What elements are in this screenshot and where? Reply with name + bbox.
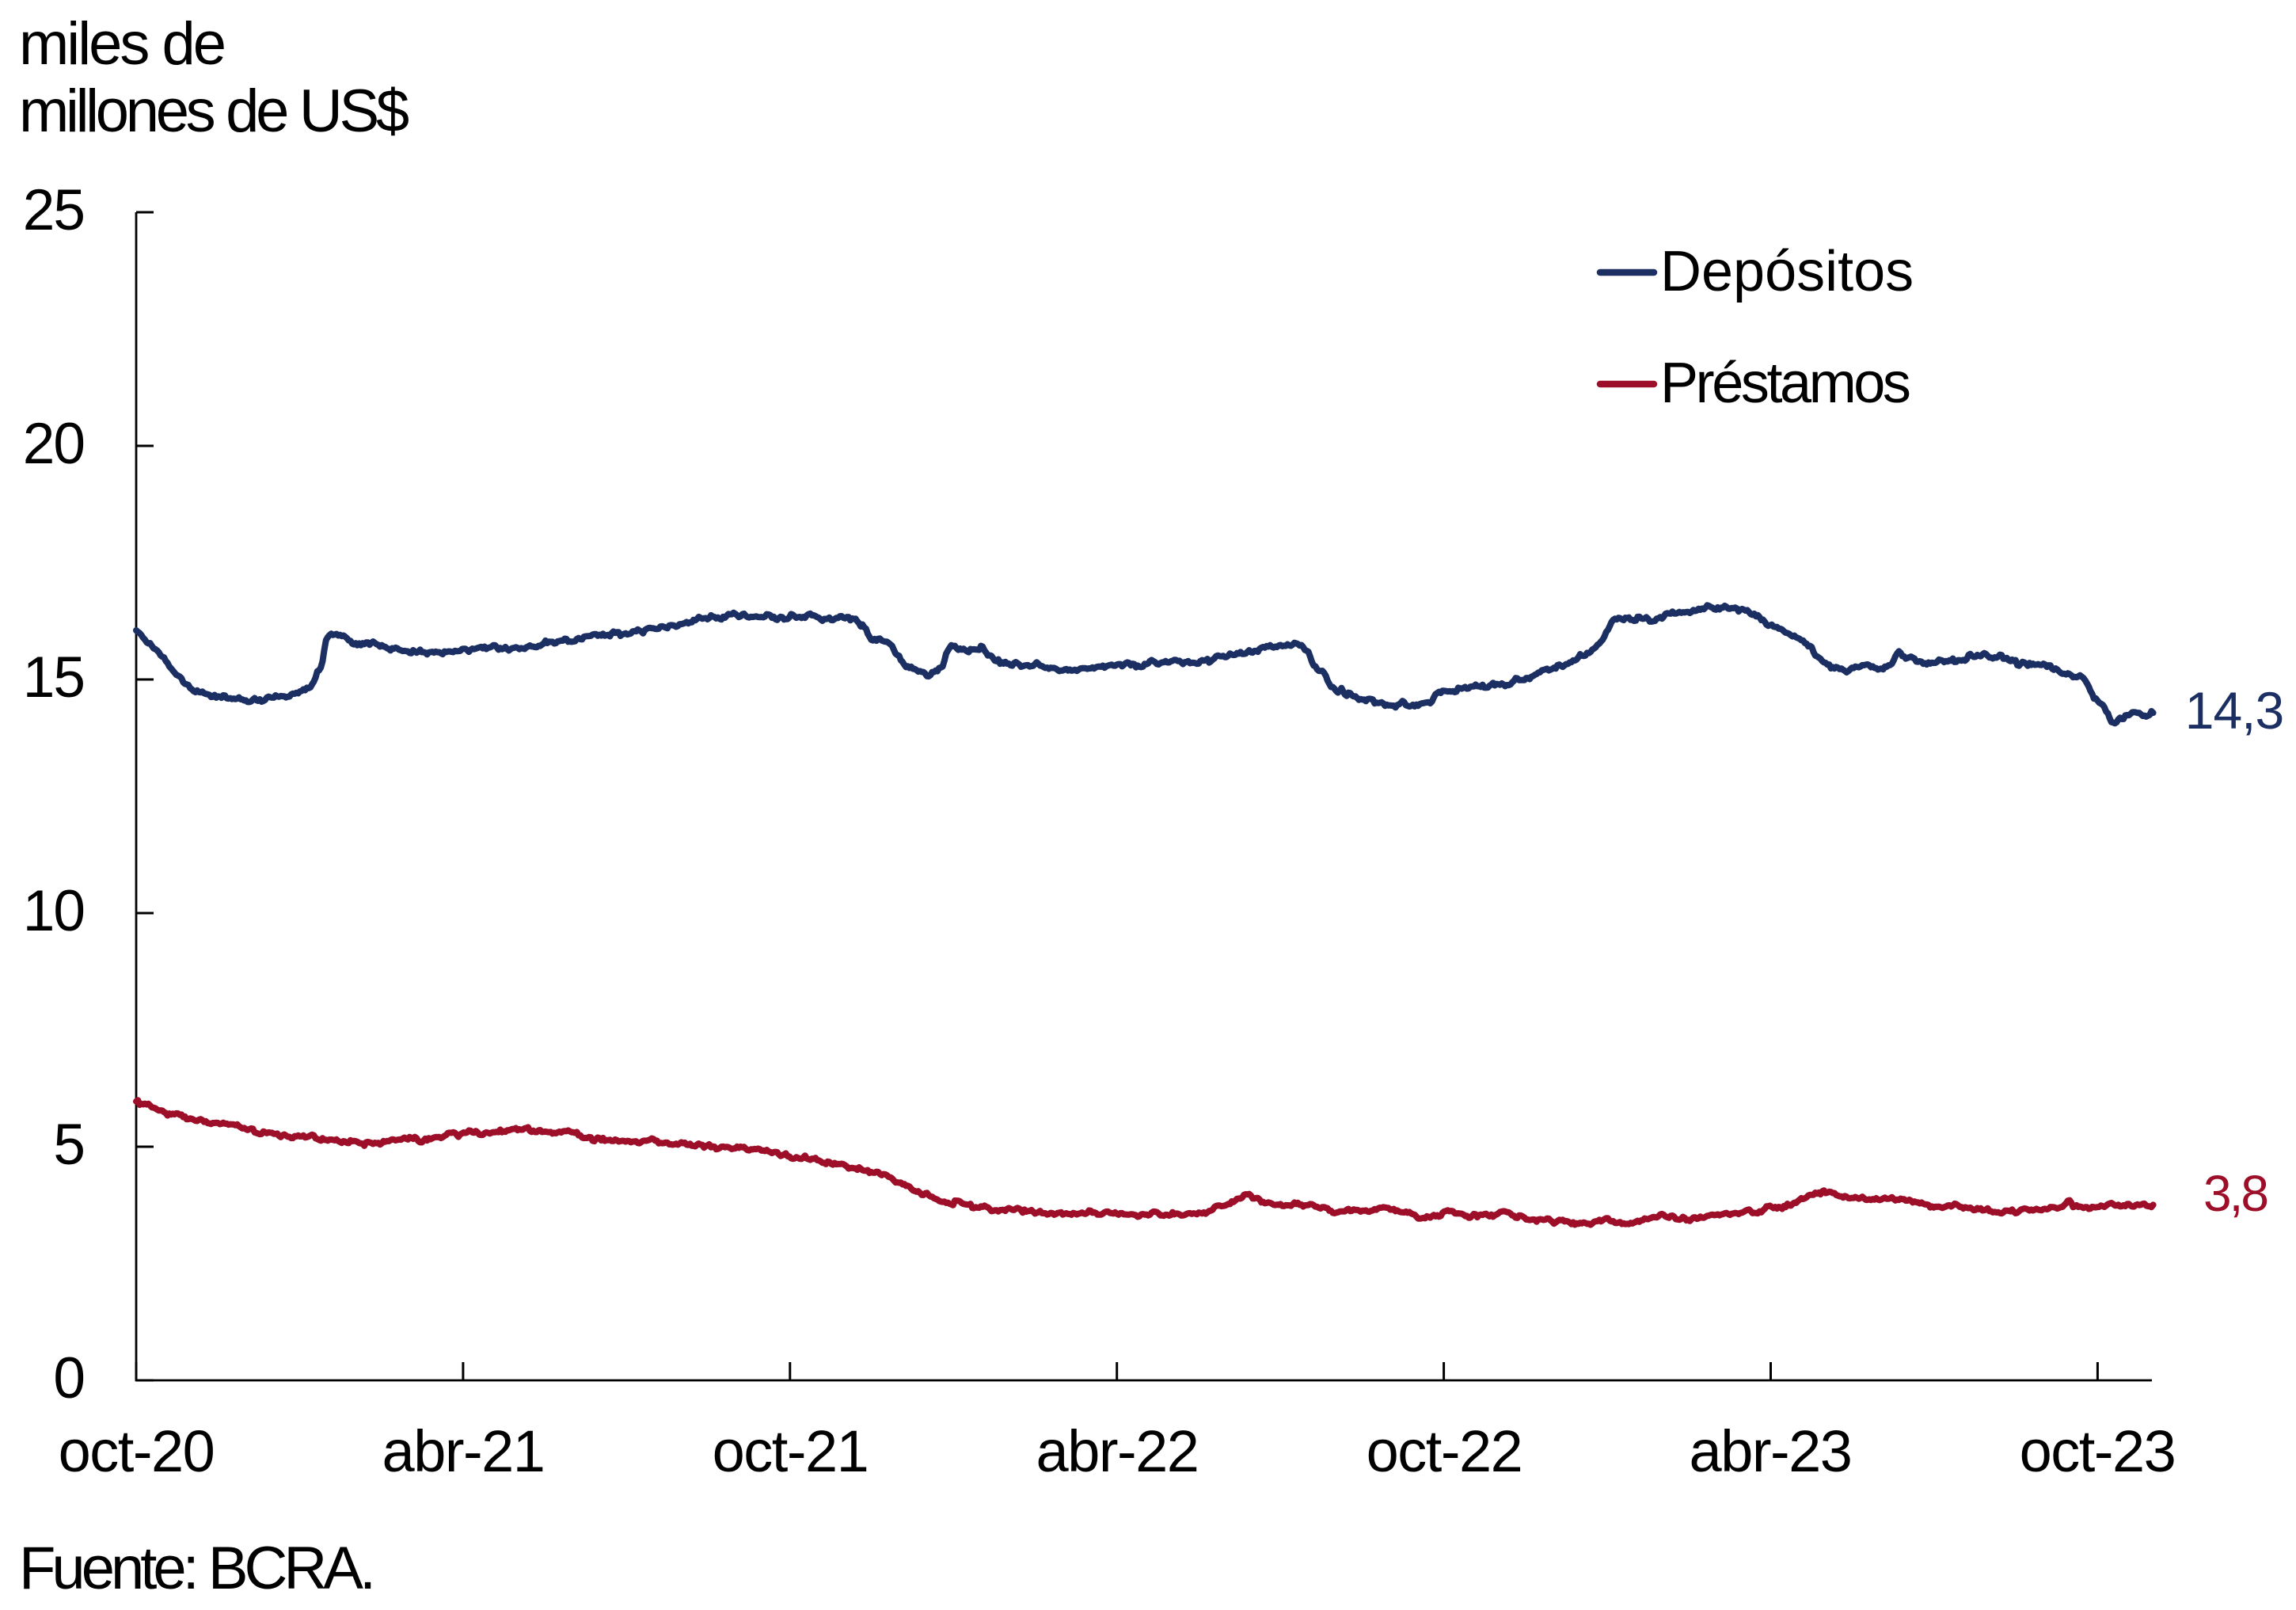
svg-text:14,3: 14,3 — [2185, 681, 2283, 740]
svg-text:Depósitos: Depósitos — [1660, 240, 1914, 303]
svg-text:10: 10 — [23, 879, 84, 943]
svg-text:5: 5 — [53, 1113, 84, 1177]
svg-text:abr-22: abr-22 — [1036, 1418, 1199, 1484]
svg-text:25: 25 — [23, 178, 84, 242]
svg-text:abr-21: abr-21 — [382, 1418, 545, 1484]
svg-text:0: 0 — [53, 1346, 84, 1410]
svg-text:abr-23: abr-23 — [1690, 1418, 1852, 1484]
svg-text:oct-20: oct-20 — [59, 1418, 215, 1484]
svg-text:20: 20 — [23, 412, 84, 476]
svg-text:oct-21: oct-21 — [713, 1418, 869, 1484]
svg-text:3,8: 3,8 — [2203, 1165, 2267, 1222]
svg-text:miles de: miles de — [19, 10, 224, 78]
svg-text:oct-23: oct-23 — [2020, 1418, 2176, 1484]
svg-text:millones de US$: millones de US$ — [19, 78, 409, 145]
svg-text:oct-22: oct-22 — [1367, 1418, 1522, 1484]
svg-text:15: 15 — [23, 645, 84, 710]
svg-text:Fuente: BCRA.: Fuente: BCRA. — [19, 1535, 372, 1602]
svg-text:Préstamos: Préstamos — [1660, 352, 1910, 415]
